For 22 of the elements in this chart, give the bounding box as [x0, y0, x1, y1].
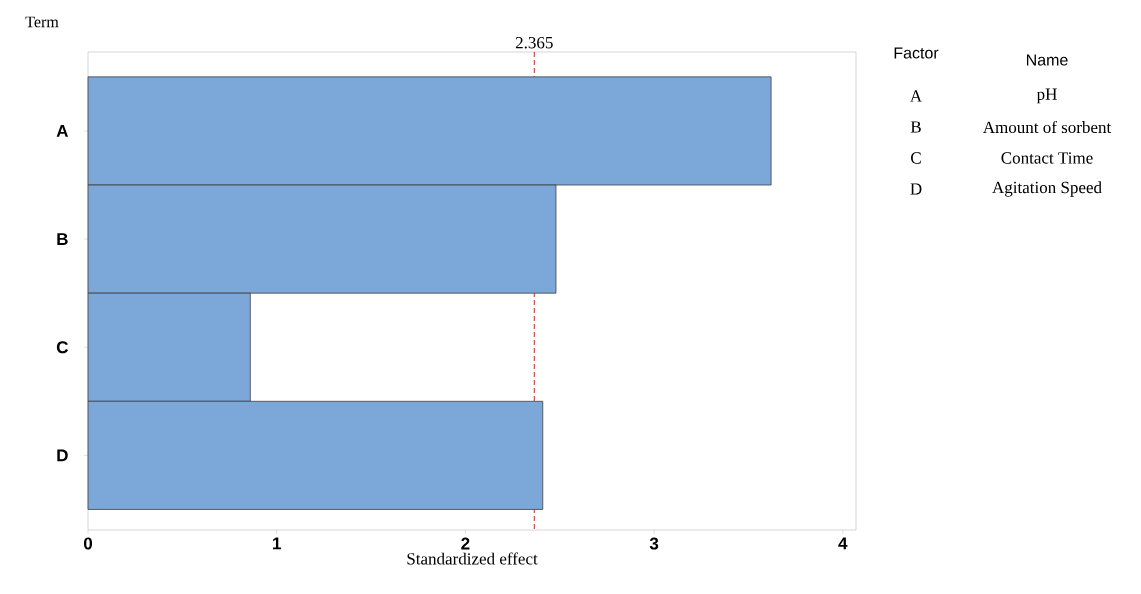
- x-tick-label: 3: [649, 537, 659, 550]
- text: Agitation Speed: [992, 181, 1102, 197]
- text: A: [910, 90, 923, 102]
- text: D: [910, 183, 922, 195]
- text: Contact Time: [1001, 152, 1093, 164]
- y-tick-label: A: [56, 125, 69, 137]
- x-tick-label: 4: [838, 537, 848, 550]
- text: B: [910, 121, 921, 133]
- x-tick-label: 0: [83, 537, 93, 550]
- y-tick-label: D: [57, 449, 68, 462]
- y-tick-label: C: [56, 341, 69, 354]
- ref-line-label: 2.365: [515, 36, 553, 49]
- text: Amount of sorbent: [982, 120, 1112, 134]
- x-tick-label: 2: [461, 537, 470, 550]
- y-tick-label: B: [57, 233, 68, 245]
- x-tick-label: 1: [273, 537, 281, 550]
- text: Name: [1026, 54, 1068, 66]
- text: C: [911, 152, 921, 164]
- text: Factor: [894, 47, 939, 59]
- y-axis-title: Term: [25, 16, 59, 28]
- text: pH: [1036, 88, 1057, 104]
- x-axis-title: Standardized effect: [407, 552, 538, 565]
